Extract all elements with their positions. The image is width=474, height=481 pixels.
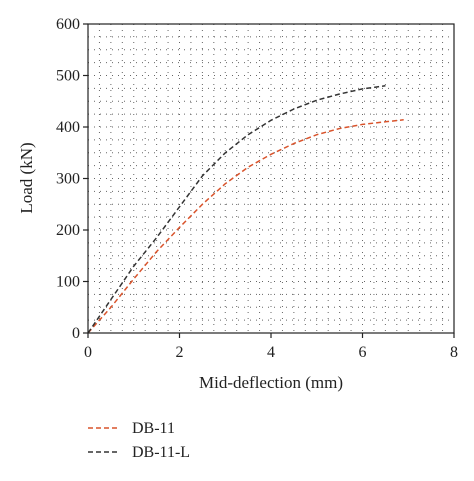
y-tick-label: 500	[56, 68, 80, 85]
series-line-db-11-l	[87, 85, 386, 334]
x-tick-label: 4	[267, 344, 275, 361]
x-tick-label: 8	[450, 344, 458, 361]
grid	[88, 24, 454, 333]
series-line-db-11	[87, 119, 404, 334]
legend-label-db-11-l: DB-11-L	[132, 444, 190, 461]
x-tick-label: 6	[359, 344, 367, 361]
y-tick-label: 100	[56, 274, 80, 291]
y-tick-label: 400	[56, 119, 80, 136]
series-lines	[87, 85, 404, 334]
legend: DB-11 DB-11-L	[88, 420, 190, 461]
axis-ticks: 0 2 4 6 8 0 100 200 300 400 500 600	[56, 16, 458, 361]
x-tick-label: 0	[84, 344, 92, 361]
x-axis-title: Mid-deflection (mm)	[199, 373, 343, 392]
y-tick-label: 0	[72, 325, 80, 342]
y-tick-label: 200	[56, 222, 80, 239]
y-tick-label: 300	[56, 171, 80, 188]
x-tick-label: 2	[176, 344, 184, 361]
y-axis-title: Load (kN)	[17, 142, 36, 213]
legend-label-db-11: DB-11	[132, 420, 175, 437]
y-tick-label: 600	[56, 16, 80, 33]
